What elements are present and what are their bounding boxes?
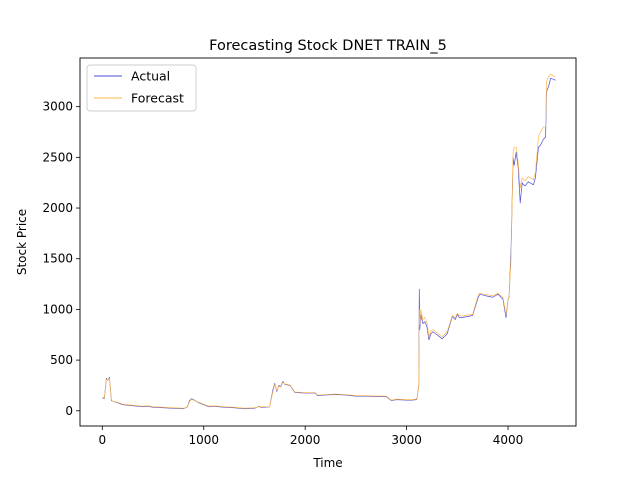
chart-title: Forecasting Stock DNET TRAIN_5 <box>209 38 447 54</box>
x-tick-label: 1000 <box>188 433 219 447</box>
x-tick-label: 3000 <box>391 433 422 447</box>
legend-box <box>86 64 197 112</box>
plot-frame <box>79 57 577 427</box>
y-tick-label: 3000 <box>42 100 73 114</box>
x-tick-label: 0 <box>98 433 106 447</box>
y-tick-label: 500 <box>50 353 73 367</box>
legend-label-actual: Actual <box>131 69 170 84</box>
y-axis-label: Stock Price <box>15 209 29 275</box>
series-line-actual <box>102 77 556 410</box>
legend: Actual Forecast <box>86 64 197 112</box>
series-layer <box>102 73 556 410</box>
legend-label-forecast: Forecast <box>131 91 184 106</box>
x-axis-label: Time <box>312 456 342 470</box>
y-tick-label: 1500 <box>42 252 73 266</box>
x-tick-label: 4000 <box>493 433 524 447</box>
y-tick-label: 2000 <box>42 201 73 215</box>
y-axis-ticks: 0 500 1000 1500 2000 2500 3000 <box>42 100 80 418</box>
y-tick-label: 0 <box>65 404 73 418</box>
y-tick-label: 1000 <box>42 302 73 316</box>
series-line-forecast <box>102 73 556 409</box>
y-tick-label: 2500 <box>42 150 73 164</box>
x-tick-label: 2000 <box>290 433 321 447</box>
x-axis-ticks: 0 1000 2000 3000 4000 <box>98 426 523 447</box>
